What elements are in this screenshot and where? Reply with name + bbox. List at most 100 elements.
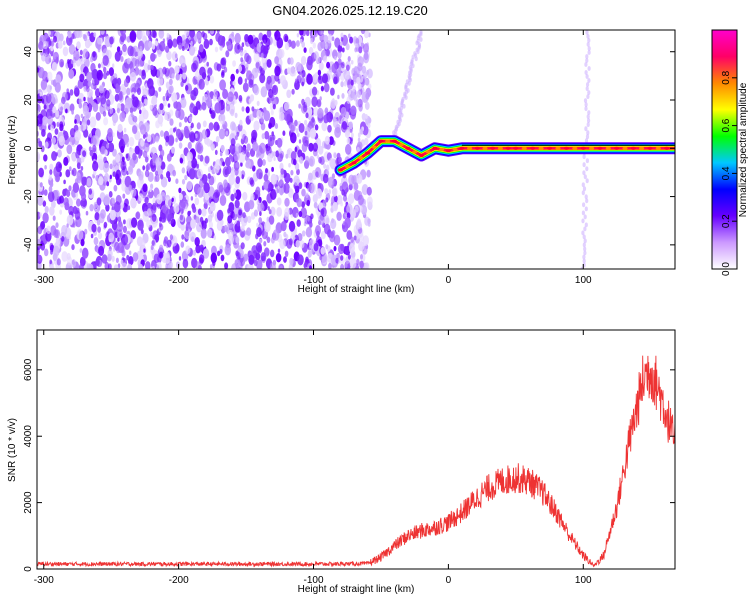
noise-blob	[195, 100, 201, 110]
track-bead	[497, 146, 503, 150]
noise-blob	[106, 99, 111, 107]
noise-blob	[325, 49, 330, 56]
noise-blob	[360, 30, 366, 35]
noise-blob	[85, 210, 89, 216]
noise-blob	[203, 39, 210, 49]
noise-blob	[259, 142, 266, 154]
noise-blob	[318, 61, 324, 71]
noise-blob	[186, 180, 193, 191]
noise-blob	[116, 107, 120, 114]
noise-blob	[62, 40, 66, 46]
noise-blob	[190, 196, 194, 201]
x-tick-label: -300	[34, 275, 54, 286]
streak-blob	[585, 158, 590, 164]
noise-blob	[151, 43, 156, 50]
noise-blob	[128, 184, 133, 192]
noise-blob	[356, 146, 360, 153]
noise-blob	[52, 106, 57, 114]
colorbar-label: Normalized spectral amplitude	[738, 82, 749, 217]
streak-blob	[417, 42, 421, 48]
noise-blob	[261, 230, 265, 236]
x-tick-label: -100	[304, 275, 324, 286]
noise-blob	[365, 78, 370, 86]
noise-blob	[253, 85, 260, 96]
streak-blob	[585, 166, 589, 172]
noise-blob	[301, 230, 306, 237]
noise-blob	[192, 249, 197, 256]
noise-blob	[72, 62, 76, 68]
noise-blob	[157, 67, 164, 79]
noise-blob	[230, 193, 235, 202]
noise-blob	[322, 173, 329, 184]
x-tick-label: -300	[34, 575, 54, 586]
noise-blob	[308, 155, 315, 167]
streak-blob	[584, 70, 588, 75]
streak-blob	[584, 102, 588, 107]
noise-blob	[276, 197, 282, 206]
noise-blob	[139, 109, 142, 114]
noise-blob	[188, 131, 196, 143]
noise-blob	[323, 34, 329, 43]
track-bead	[467, 146, 473, 150]
noise-blob	[273, 156, 276, 161]
streak-blob	[397, 114, 401, 120]
noise-blob	[256, 259, 263, 269]
noise-blob	[180, 241, 185, 248]
noise-blob	[293, 158, 297, 166]
noise-blob	[185, 226, 189, 231]
noise-blob	[206, 138, 212, 147]
noise-blob	[156, 193, 163, 205]
noise-blob	[97, 226, 101, 233]
noise-blob	[259, 73, 266, 84]
noise-blob	[307, 216, 310, 222]
noise-blob	[54, 82, 61, 93]
noise-blob	[225, 149, 229, 155]
noise-blob	[133, 115, 138, 123]
noise-blob	[61, 96, 66, 105]
noise-blob	[283, 102, 289, 111]
noise-blob	[184, 116, 188, 123]
noise-blob	[84, 38, 91, 49]
noise-blob	[76, 229, 84, 241]
noise-blob	[278, 263, 284, 269]
noise-blob	[80, 192, 87, 201]
noise-blob	[276, 137, 283, 148]
noise-blob	[148, 40, 153, 49]
noise-blob	[268, 122, 272, 129]
noise-blob	[54, 128, 59, 135]
noise-blob	[51, 151, 57, 161]
noise-blob	[86, 71, 93, 82]
noise-blob	[63, 156, 69, 166]
noise-blob	[260, 86, 268, 98]
noise-blob	[299, 30, 304, 36]
noise-blob	[194, 197, 200, 206]
noise-blob	[147, 64, 151, 71]
noise-blob	[308, 46, 314, 55]
track-bead	[630, 146, 636, 150]
streak-blob	[581, 210, 586, 216]
noise-blob	[361, 113, 367, 121]
noise-blob	[131, 217, 138, 228]
noise-blob	[66, 223, 69, 228]
noise-blob	[114, 93, 120, 102]
noise-blob	[358, 46, 363, 54]
x-tick-label: 100	[575, 275, 592, 286]
noise-blob	[232, 60, 237, 67]
noise-blob	[84, 66, 88, 72]
streak-blob	[586, 34, 590, 39]
noise-blob	[135, 211, 141, 220]
noise-blob	[328, 136, 334, 146]
noise-blob	[198, 32, 201, 38]
noise-blob	[331, 187, 338, 197]
noise-blob	[201, 31, 205, 38]
noise-blob	[326, 61, 331, 69]
streak-blob	[581, 182, 585, 188]
noise-blob	[260, 117, 264, 123]
noise-blob	[69, 37, 72, 43]
noise-blob	[66, 189, 71, 198]
noise-blob	[62, 46, 69, 57]
noise-blob	[312, 42, 316, 49]
streak-blob	[587, 90, 591, 95]
noise-blob	[240, 242, 245, 250]
noise-blob	[207, 228, 213, 238]
